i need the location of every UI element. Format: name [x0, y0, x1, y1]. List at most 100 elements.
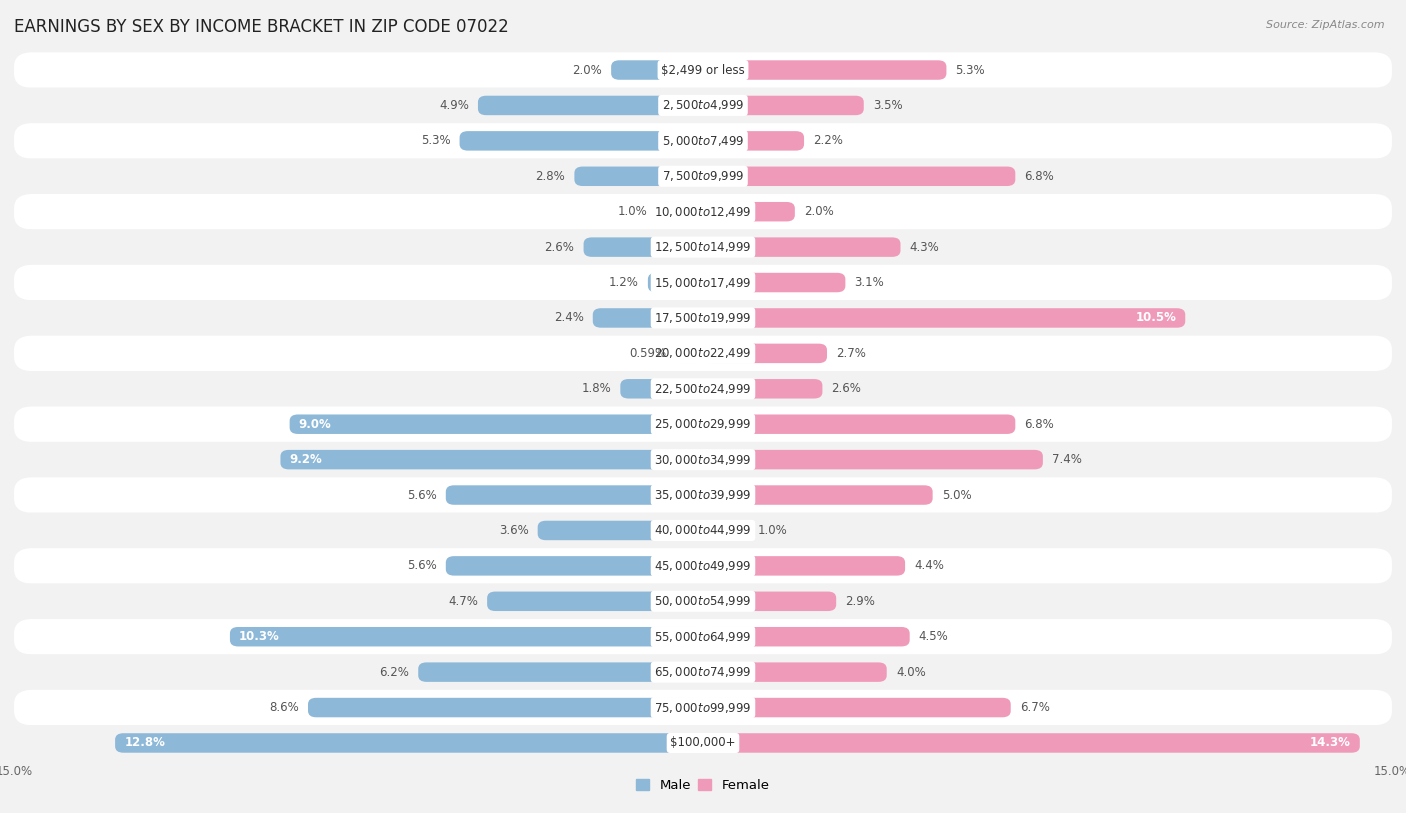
- FancyBboxPatch shape: [703, 485, 932, 505]
- Text: $17,500 to $19,999: $17,500 to $19,999: [654, 311, 752, 325]
- FancyBboxPatch shape: [703, 556, 905, 576]
- Text: 5.0%: 5.0%: [942, 489, 972, 502]
- Text: 2.2%: 2.2%: [813, 134, 844, 147]
- FancyBboxPatch shape: [486, 592, 703, 611]
- Text: Source: ZipAtlas.com: Source: ZipAtlas.com: [1267, 20, 1385, 30]
- Text: 6.2%: 6.2%: [380, 666, 409, 679]
- Text: $35,000 to $39,999: $35,000 to $39,999: [654, 488, 752, 502]
- Text: $75,000 to $99,999: $75,000 to $99,999: [654, 701, 752, 715]
- FancyBboxPatch shape: [14, 88, 1392, 123]
- Text: $50,000 to $54,999: $50,000 to $54,999: [654, 594, 752, 608]
- FancyBboxPatch shape: [14, 477, 1392, 513]
- FancyBboxPatch shape: [703, 379, 823, 398]
- Legend: Male, Female: Male, Female: [631, 773, 775, 797]
- FancyBboxPatch shape: [703, 131, 804, 150]
- FancyBboxPatch shape: [703, 60, 946, 80]
- Text: 3.6%: 3.6%: [499, 524, 529, 537]
- Text: 6.8%: 6.8%: [1025, 170, 1054, 183]
- FancyBboxPatch shape: [703, 663, 887, 682]
- Text: $7,500 to $9,999: $7,500 to $9,999: [662, 169, 744, 183]
- Text: 5.6%: 5.6%: [406, 489, 437, 502]
- Text: 4.9%: 4.9%: [439, 99, 468, 112]
- FancyBboxPatch shape: [703, 415, 1015, 434]
- FancyBboxPatch shape: [14, 442, 1392, 477]
- Text: 3.5%: 3.5%: [873, 99, 903, 112]
- Text: 2.7%: 2.7%: [837, 347, 866, 360]
- FancyBboxPatch shape: [308, 698, 703, 717]
- FancyBboxPatch shape: [14, 52, 1392, 88]
- Text: $5,000 to $7,499: $5,000 to $7,499: [662, 134, 744, 148]
- FancyBboxPatch shape: [703, 450, 1043, 469]
- Text: 2.6%: 2.6%: [544, 241, 575, 254]
- FancyBboxPatch shape: [14, 406, 1392, 442]
- Text: 10.3%: 10.3%: [239, 630, 280, 643]
- FancyBboxPatch shape: [583, 237, 703, 257]
- FancyBboxPatch shape: [620, 379, 703, 398]
- FancyBboxPatch shape: [14, 123, 1392, 159]
- FancyBboxPatch shape: [14, 584, 1392, 619]
- FancyBboxPatch shape: [612, 60, 703, 80]
- Text: $65,000 to $74,999: $65,000 to $74,999: [654, 665, 752, 679]
- Text: 1.0%: 1.0%: [758, 524, 787, 537]
- Text: 2.4%: 2.4%: [554, 311, 583, 324]
- Text: $45,000 to $49,999: $45,000 to $49,999: [654, 559, 752, 573]
- Text: $12,500 to $14,999: $12,500 to $14,999: [654, 240, 752, 254]
- Text: 6.8%: 6.8%: [1025, 418, 1054, 431]
- Text: 1.8%: 1.8%: [582, 382, 612, 395]
- Text: 4.0%: 4.0%: [896, 666, 925, 679]
- FancyBboxPatch shape: [703, 733, 1360, 753]
- FancyBboxPatch shape: [703, 167, 1015, 186]
- FancyBboxPatch shape: [478, 96, 703, 115]
- Text: 4.5%: 4.5%: [920, 630, 949, 643]
- Text: 9.0%: 9.0%: [299, 418, 332, 431]
- Text: 2.0%: 2.0%: [572, 63, 602, 76]
- FancyBboxPatch shape: [703, 520, 749, 540]
- Text: 15.0%: 15.0%: [1374, 765, 1406, 778]
- FancyBboxPatch shape: [14, 300, 1392, 336]
- Text: $100,000+: $100,000+: [671, 737, 735, 750]
- Text: 7.4%: 7.4%: [1052, 453, 1083, 466]
- FancyBboxPatch shape: [14, 229, 1392, 265]
- FancyBboxPatch shape: [703, 627, 910, 646]
- FancyBboxPatch shape: [14, 265, 1392, 300]
- FancyBboxPatch shape: [418, 663, 703, 682]
- FancyBboxPatch shape: [280, 450, 703, 469]
- FancyBboxPatch shape: [14, 336, 1392, 371]
- Text: 2.9%: 2.9%: [845, 595, 876, 608]
- Text: $15,000 to $17,499: $15,000 to $17,499: [654, 276, 752, 289]
- FancyBboxPatch shape: [446, 556, 703, 576]
- Text: 10.5%: 10.5%: [1135, 311, 1175, 324]
- FancyBboxPatch shape: [703, 237, 900, 257]
- Text: $20,000 to $22,499: $20,000 to $22,499: [654, 346, 752, 360]
- FancyBboxPatch shape: [703, 592, 837, 611]
- FancyBboxPatch shape: [703, 202, 794, 221]
- Text: 3.1%: 3.1%: [855, 276, 884, 289]
- Text: $30,000 to $34,999: $30,000 to $34,999: [654, 453, 752, 467]
- Text: 4.4%: 4.4%: [914, 559, 945, 572]
- Text: 5.3%: 5.3%: [420, 134, 450, 147]
- FancyBboxPatch shape: [703, 344, 827, 363]
- FancyBboxPatch shape: [14, 619, 1392, 654]
- Text: 4.3%: 4.3%: [910, 241, 939, 254]
- FancyBboxPatch shape: [14, 513, 1392, 548]
- Text: $55,000 to $64,999: $55,000 to $64,999: [654, 630, 752, 644]
- Text: 1.2%: 1.2%: [609, 276, 638, 289]
- FancyBboxPatch shape: [703, 698, 1011, 717]
- Text: EARNINGS BY SEX BY INCOME BRACKET IN ZIP CODE 07022: EARNINGS BY SEX BY INCOME BRACKET IN ZIP…: [14, 18, 509, 36]
- Text: $2,500 to $4,999: $2,500 to $4,999: [662, 98, 744, 112]
- FancyBboxPatch shape: [657, 202, 703, 221]
- Text: 6.7%: 6.7%: [1019, 701, 1050, 714]
- FancyBboxPatch shape: [676, 344, 703, 363]
- Text: 12.8%: 12.8%: [124, 737, 165, 750]
- FancyBboxPatch shape: [575, 167, 703, 186]
- Text: 2.8%: 2.8%: [536, 170, 565, 183]
- FancyBboxPatch shape: [703, 96, 863, 115]
- FancyBboxPatch shape: [14, 194, 1392, 229]
- FancyBboxPatch shape: [460, 131, 703, 150]
- FancyBboxPatch shape: [14, 690, 1392, 725]
- Text: 15.0%: 15.0%: [0, 765, 32, 778]
- Text: 2.6%: 2.6%: [831, 382, 862, 395]
- FancyBboxPatch shape: [648, 273, 703, 293]
- Text: $25,000 to $29,999: $25,000 to $29,999: [654, 417, 752, 431]
- FancyBboxPatch shape: [115, 733, 703, 753]
